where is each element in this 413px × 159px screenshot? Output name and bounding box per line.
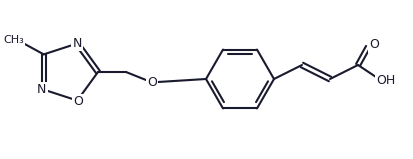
Text: O: O [368, 38, 378, 52]
Text: N: N [37, 83, 46, 96]
Text: N: N [72, 37, 82, 50]
Text: CH₃: CH₃ [3, 35, 24, 45]
Text: O: O [73, 95, 83, 108]
Text: OH: OH [375, 75, 395, 87]
Text: O: O [147, 76, 157, 89]
